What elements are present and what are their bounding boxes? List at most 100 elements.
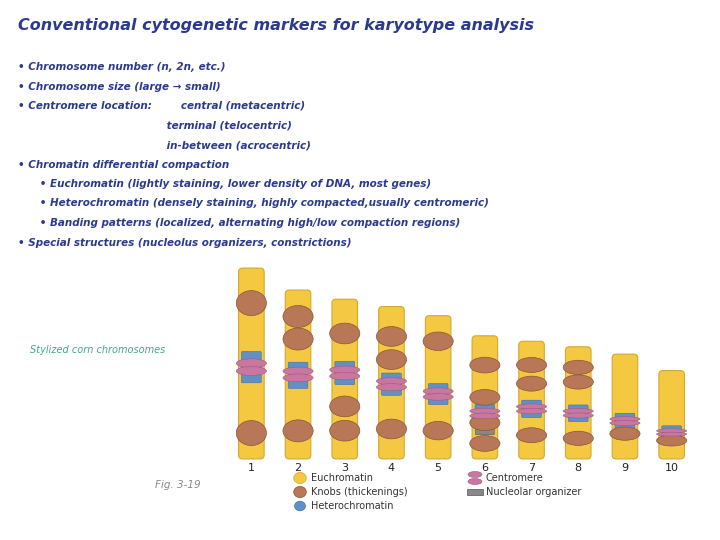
Ellipse shape [610,417,640,421]
FancyBboxPatch shape [565,347,591,459]
Ellipse shape [563,360,593,375]
Ellipse shape [283,367,313,375]
Text: Heterochromatin: Heterochromatin [311,501,394,511]
Ellipse shape [516,428,546,443]
Ellipse shape [330,396,360,417]
Ellipse shape [377,383,407,391]
Ellipse shape [468,471,482,477]
Text: 5: 5 [435,463,441,473]
Text: • Centromere location:        central (metacentric): • Centromere location: central (metacent… [18,101,305,111]
Ellipse shape [330,420,360,441]
Text: 9: 9 [621,463,629,473]
Ellipse shape [330,366,360,374]
FancyBboxPatch shape [428,383,448,404]
Ellipse shape [516,376,546,391]
FancyBboxPatch shape [475,427,494,435]
FancyBboxPatch shape [612,354,638,459]
FancyBboxPatch shape [285,290,311,459]
Ellipse shape [516,404,546,409]
FancyBboxPatch shape [615,413,635,429]
Ellipse shape [563,431,593,446]
FancyBboxPatch shape [335,361,355,384]
Ellipse shape [283,374,313,382]
Ellipse shape [563,409,593,414]
Ellipse shape [516,357,546,373]
Ellipse shape [469,357,500,373]
Ellipse shape [423,388,453,395]
Ellipse shape [516,408,546,414]
Ellipse shape [469,389,500,405]
Ellipse shape [468,478,482,484]
Ellipse shape [330,373,360,380]
FancyBboxPatch shape [241,352,261,383]
Ellipse shape [283,328,313,350]
Text: Nucleolar organizer: Nucleolar organizer [486,487,581,497]
FancyBboxPatch shape [522,400,541,417]
Ellipse shape [469,436,500,451]
FancyBboxPatch shape [519,341,544,459]
Text: Fig. 3-19: Fig. 3-19 [155,480,201,490]
Text: 10: 10 [665,463,679,473]
Text: • Chromosome number (n, 2n, etc.): • Chromosome number (n, 2n, etc.) [18,62,225,72]
Text: • Heterochromatin (densely staining, highly compacted,usually centromeric): • Heterochromatin (densely staining, hig… [18,199,489,208]
Text: • Chromatin differential compaction: • Chromatin differential compaction [18,159,229,170]
Ellipse shape [377,419,407,439]
Text: Conventional cytogenetic markers for karyotype analysis: Conventional cytogenetic markers for kar… [18,18,534,33]
Ellipse shape [610,427,640,440]
Ellipse shape [236,421,266,446]
Ellipse shape [423,332,453,350]
Text: 2: 2 [294,463,302,473]
Ellipse shape [236,291,266,315]
FancyBboxPatch shape [332,299,358,459]
Ellipse shape [236,367,266,375]
Ellipse shape [423,394,453,400]
FancyBboxPatch shape [472,336,498,459]
Bar [467,489,483,495]
Text: terminal (telocentric): terminal (telocentric) [18,120,292,131]
Text: • Euchromatin (lightly staining, lower density of DNA, most genes): • Euchromatin (lightly staining, lower d… [18,179,431,189]
FancyBboxPatch shape [379,307,404,459]
FancyBboxPatch shape [568,405,588,422]
FancyBboxPatch shape [288,362,308,388]
Ellipse shape [423,421,453,440]
Text: • Special structures (nucleolus organizers, constrictions): • Special structures (nucleolus organize… [18,238,351,247]
Text: Knobs (thickenings): Knobs (thickenings) [311,487,408,497]
Text: 7: 7 [528,463,535,473]
Text: 1: 1 [248,463,255,473]
Text: Centromere: Centromere [486,473,544,483]
Ellipse shape [236,359,266,368]
Ellipse shape [283,420,313,442]
FancyBboxPatch shape [475,404,495,421]
Ellipse shape [294,487,306,497]
Ellipse shape [330,323,360,344]
Ellipse shape [294,472,306,484]
Text: in-between (acrocentric): in-between (acrocentric) [18,140,311,150]
Ellipse shape [283,306,313,327]
Ellipse shape [657,429,687,433]
FancyBboxPatch shape [426,316,451,459]
Text: 6: 6 [482,463,488,473]
Text: 4: 4 [388,463,395,473]
FancyBboxPatch shape [662,426,682,438]
Ellipse shape [469,408,500,414]
Ellipse shape [469,413,500,418]
Text: Euchromatin: Euchromatin [311,473,373,483]
FancyBboxPatch shape [238,268,264,459]
Ellipse shape [377,377,407,384]
FancyBboxPatch shape [382,373,401,395]
Text: • Banding patterns (localized, alternating high/low compaction regions): • Banding patterns (localized, alternati… [18,218,460,228]
Ellipse shape [294,501,305,511]
Ellipse shape [610,421,640,426]
Ellipse shape [657,435,687,446]
Ellipse shape [377,327,407,346]
FancyBboxPatch shape [659,370,685,459]
Ellipse shape [469,415,500,430]
Ellipse shape [563,413,593,418]
Text: • Chromosome size (large → small): • Chromosome size (large → small) [18,82,220,91]
Ellipse shape [563,375,593,389]
Text: 3: 3 [341,463,348,473]
Text: Stylized corn chromosomes: Stylized corn chromosomes [30,345,166,355]
Text: 8: 8 [575,463,582,473]
Ellipse shape [657,432,687,436]
Ellipse shape [377,350,407,369]
